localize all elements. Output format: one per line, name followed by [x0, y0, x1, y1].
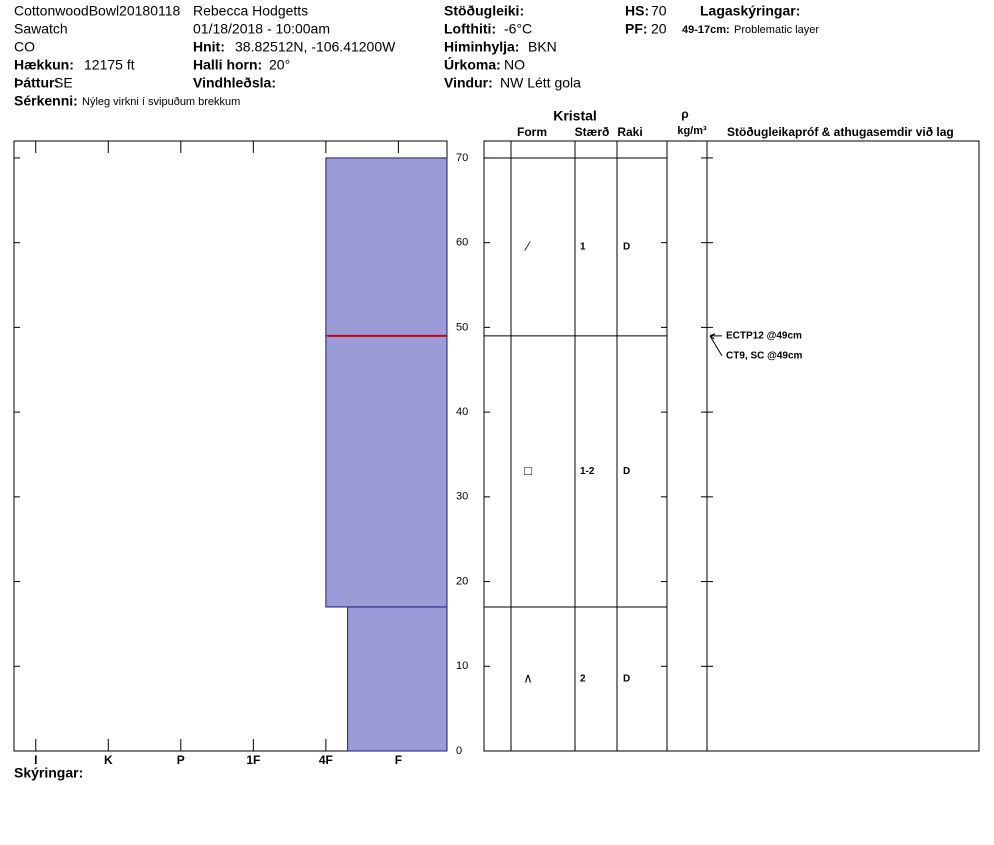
- test-label: CT9, SC @49cm: [726, 351, 803, 362]
- field-label: Vindhleðsla:: [193, 75, 276, 91]
- header-form: Form: [517, 125, 547, 139]
- y-tick-label: 40: [456, 406, 468, 418]
- header-rho: ρ: [681, 107, 688, 121]
- field-value: 38.82512N, -106.41200W: [235, 39, 396, 55]
- layer-form: □: [524, 463, 532, 478]
- y-tick-label: 70: [456, 152, 468, 164]
- field-value: 20: [651, 21, 667, 37]
- layer-form: ∧: [523, 670, 533, 685]
- field-label: 49-17cm:: [682, 24, 730, 36]
- field-value: 70: [651, 3, 667, 19]
- x-tick-label: I: [34, 753, 37, 767]
- field-value: -6°C: [504, 21, 532, 37]
- layer-form: ⁄: [524, 238, 531, 253]
- field-value: BKN: [528, 39, 557, 55]
- x-tick-label: 4F: [319, 753, 333, 767]
- field-label: PF:: [625, 21, 648, 37]
- y-tick-label: 50: [456, 321, 468, 333]
- field-label: Þáttur:: [14, 75, 59, 91]
- field-label: HS:: [625, 3, 649, 19]
- x-tick-label: K: [104, 753, 113, 767]
- notes-label: Skýringar:: [14, 765, 83, 781]
- field-value: 12175 ft: [84, 57, 135, 73]
- x-tick-label: 1F: [246, 753, 260, 767]
- y-tick-label: 30: [456, 491, 468, 503]
- hardness-bar: [325, 335, 448, 608]
- layer-moisture: D: [623, 674, 630, 685]
- header-moisture: Raki: [617, 125, 642, 139]
- y-tick-label: 20: [456, 575, 468, 587]
- field-value: 01/18/2018 - 10:00am: [193, 21, 330, 37]
- field-label: Sérkenni:: [14, 93, 78, 109]
- layer-size: 2: [580, 674, 586, 685]
- hardness-bar: [325, 157, 448, 337]
- field-value: NO: [504, 57, 525, 73]
- hardness-bar: [347, 606, 448, 752]
- layer-size: 1-2: [580, 466, 595, 477]
- field-label: Himinhylja:: [444, 39, 519, 55]
- test-label: ECTP12 @49cm: [726, 331, 802, 342]
- field-value: Nýleg virkni í svipuðum brekkum: [82, 96, 240, 108]
- layer-moisture: D: [623, 466, 630, 477]
- field-label: Úrkoma:: [444, 56, 501, 73]
- field-value: Problematic layer: [734, 24, 819, 36]
- x-tick-label: P: [177, 753, 185, 767]
- field-value: CO: [14, 39, 35, 55]
- field-label: Vindur:: [444, 75, 493, 91]
- field-label: Halli horn:: [193, 57, 262, 73]
- field-value: NW Létt gola: [500, 75, 581, 91]
- header-density-unit: kg/m³: [677, 125, 707, 137]
- y-tick-label: 0: [456, 745, 462, 757]
- field-label: Stöðugleiki:: [444, 3, 524, 19]
- layer-table-frame: [483, 140, 980, 752]
- field-label: Hækkun:: [14, 57, 74, 73]
- field-label: Lofthiti:: [444, 21, 496, 37]
- header-tests: Stöðugleikapróf & athugasemdir við lag: [727, 125, 954, 139]
- field-label: Hnit:: [193, 39, 225, 55]
- x-tick-label: F: [395, 753, 402, 767]
- header-crystal: Kristal: [553, 108, 597, 124]
- field-label: Lagaskýringar:: [700, 3, 800, 19]
- y-tick-label: 10: [456, 660, 468, 672]
- field-value: Rebecca Hodgetts: [193, 3, 308, 19]
- y-tick-label: 60: [456, 237, 468, 249]
- field-value: Sawatch: [14, 21, 68, 37]
- field-value: 20°: [269, 57, 290, 73]
- layer-moisture: D: [623, 242, 630, 253]
- field-value: SE: [54, 75, 73, 91]
- test-arrow: [709, 333, 723, 357]
- layer-size: 1: [580, 242, 586, 253]
- field-value: CottonwoodBowl20180118: [14, 3, 181, 19]
- header-size: Stærð: [575, 125, 610, 139]
